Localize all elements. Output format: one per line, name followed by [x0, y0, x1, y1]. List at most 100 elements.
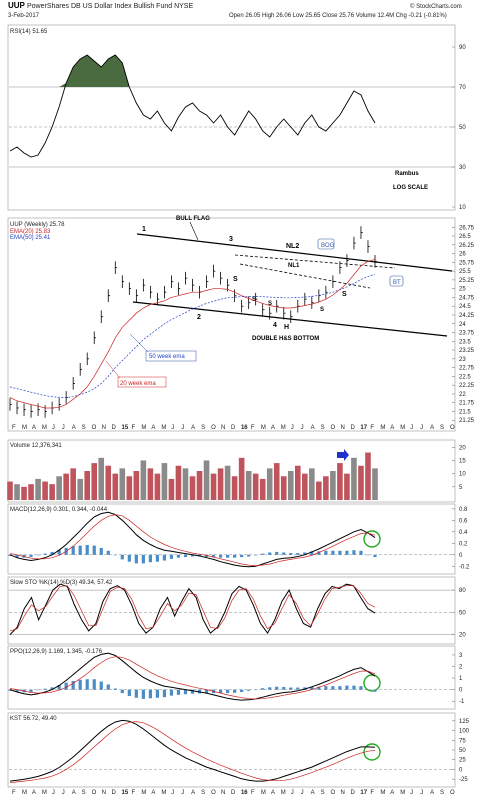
bull-flag-label: BULL FLAG — [176, 216, 210, 222]
macd-hist-bar — [317, 551, 321, 555]
bottom-xtick-label: N — [102, 790, 106, 796]
price-xtick-label: O — [92, 425, 97, 431]
macd-hist-bar — [134, 554, 138, 564]
volume-bar — [273, 463, 280, 500]
ppo-hist-bar — [352, 685, 356, 690]
bottom-xtick-label: J — [410, 790, 413, 796]
price-xtick-label: J — [420, 425, 423, 431]
macd-ytick-label: -0.2 — [459, 564, 470, 570]
price-xtick-label: J — [291, 425, 294, 431]
bottom-xtick-label: O — [331, 790, 336, 796]
nl2-label: NL2 — [286, 243, 299, 250]
bottom-xtick-label: S — [440, 790, 444, 796]
volume-bar — [91, 463, 98, 500]
macd-hist-bar — [366, 554, 370, 556]
bull-flag-pointer — [189, 221, 199, 241]
macd-hist-bar — [29, 554, 33, 558]
macd-hist-bar — [127, 554, 131, 562]
price-ytick-label: 24.75 — [459, 295, 475, 301]
price-xtick-label: M — [22, 425, 27, 431]
price-xtick-label: D — [231, 425, 236, 431]
ema20-box — [117, 376, 167, 388]
bottom-xtick-label: J — [171, 790, 174, 796]
price-xtick-label: S — [201, 425, 205, 431]
double-hs-label: DOUBLE H&S BOTTOM — [252, 336, 319, 342]
volume-bar — [35, 478, 41, 500]
macd-hist-bar — [36, 554, 40, 556]
bottom-xtick-label: 15 — [122, 790, 129, 796]
head-label: H — [284, 324, 289, 331]
ppo-hist-bar — [29, 689, 33, 692]
volume-bar — [252, 473, 259, 500]
bottom-xtick-label: A — [72, 790, 76, 796]
volume-bar — [49, 484, 55, 500]
ema50-box — [145, 350, 197, 362]
ppo-hist-bar — [275, 686, 279, 690]
price-title: UUP (Weekly) 25.78 — [10, 222, 65, 228]
price-ytick-label: 21.75 — [459, 401, 475, 407]
macd-hist-bar — [183, 554, 188, 558]
macd-hist-bar — [211, 554, 216, 558]
ema20-pointer — [105, 360, 121, 379]
bog-box — [317, 238, 335, 250]
shoulder-s5: S — [342, 291, 347, 298]
macd-hist-bar — [15, 554, 19, 558]
volume-bar — [56, 476, 62, 500]
kst-ytick-label: 125 — [459, 719, 470, 725]
macd-hist-bar — [296, 553, 300, 555]
bottom-xtick-label: M — [22, 790, 27, 796]
ticker: UUP — [8, 1, 26, 10]
bottom-xtick-label: M — [380, 790, 385, 796]
price-ytick-label: 25 — [459, 287, 466, 293]
volume-panel — [7, 439, 456, 503]
volume-bar — [231, 476, 238, 500]
price-ytick-label: 23.25 — [459, 348, 475, 354]
bull-flag-top-line — [136, 233, 453, 272]
price-ytick-label: 23.75 — [459, 331, 475, 337]
macd-hist-bar — [289, 553, 293, 555]
price-ytick-label: 25.5 — [459, 269, 471, 275]
bottom-xtick-label: N — [221, 790, 225, 796]
macd-hist-bar — [120, 554, 124, 560]
rsi-ytick-label: 70 — [459, 85, 466, 91]
macd-hist-bar — [155, 554, 160, 562]
sto-k-line — [9, 583, 376, 635]
macd-title: MACD(12,26,9) 0.301, 0.344, -0.044 — [10, 507, 108, 513]
price-xtick-label: D — [350, 425, 355, 431]
ppo-hist-bar — [331, 686, 335, 690]
bottom-xtick-label: S — [321, 790, 325, 796]
shoulder-s3: S — [268, 301, 272, 307]
ppo-hist-bar — [113, 688, 117, 690]
price-xtick-label: A — [430, 425, 434, 431]
macd-hist-bar — [106, 550, 110, 555]
ppo-ytick-label: 3 — [459, 653, 463, 659]
ema20-note: 20 week ema — [120, 381, 156, 387]
ppo-hist-bar — [289, 687, 293, 690]
sto-d-line — [9, 585, 376, 632]
volume-bar — [42, 481, 48, 500]
ppo-hist-bar — [15, 689, 19, 692]
ppo-hist-bar — [373, 689, 377, 692]
volume-bar — [316, 481, 322, 500]
price-xtick-label: D — [112, 425, 117, 431]
macd-signal-line — [9, 514, 376, 567]
macd-hist-bar — [324, 550, 328, 555]
sto-panel — [7, 576, 456, 645]
quote-line: Open 26.05 High 26.06 Low 25.65 Close 25… — [229, 13, 447, 19]
ppo-hist-bar — [71, 680, 75, 690]
price-ytick-label: 21.5 — [459, 409, 471, 415]
bt-box — [389, 275, 404, 287]
price-xtick-label: A — [72, 425, 76, 431]
volume-bar — [330, 471, 336, 500]
macd-hist-bar — [240, 554, 244, 558]
ppo-hist-bar — [254, 689, 258, 691]
ppo-hist-bar — [176, 689, 181, 695]
ppo-hist-bar — [134, 689, 138, 698]
price-xtick-label: F — [12, 425, 16, 431]
price-xtick-label: N — [221, 425, 225, 431]
kst-ytick-label: 25 — [459, 758, 466, 764]
bottom-xtick-label: A — [191, 790, 195, 796]
volume-bar — [14, 484, 20, 500]
price-xtick-label: J — [52, 425, 55, 431]
ppo-hist-bar — [359, 686, 363, 690]
